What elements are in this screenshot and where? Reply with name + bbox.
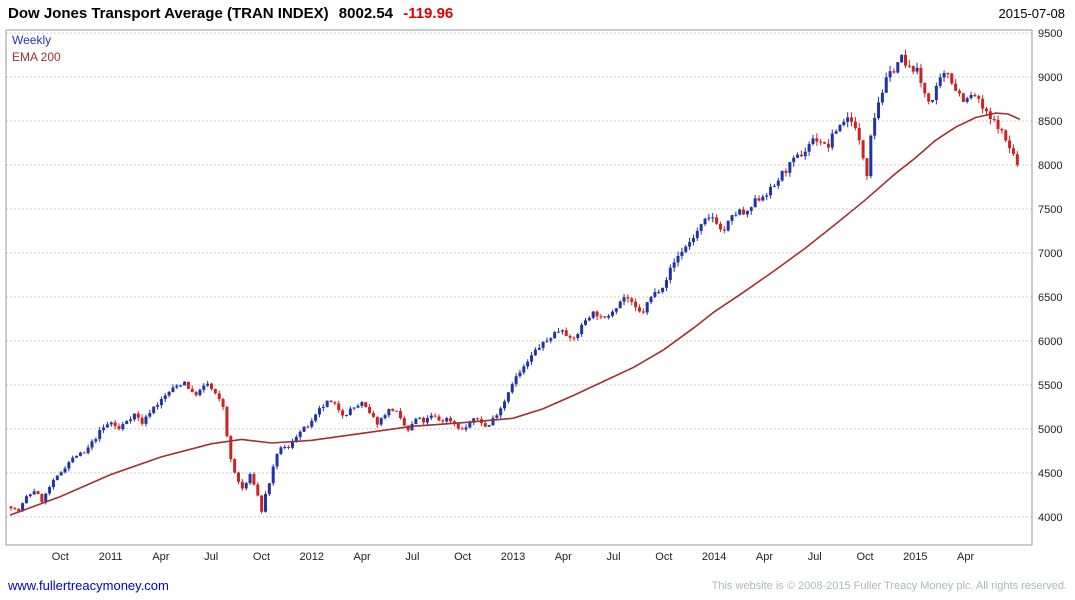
svg-text:Jul: Jul [808, 551, 822, 563]
svg-text:Jul: Jul [607, 551, 621, 563]
svg-text:2015: 2015 [903, 551, 927, 563]
price-change: -119.96 [403, 5, 454, 22]
svg-text:Oct: Oct [253, 551, 270, 563]
footer-copyright: This website is © 2008-2015 Fuller Treac… [711, 580, 1067, 592]
svg-text:Apr: Apr [756, 551, 773, 563]
svg-text:8500: 8500 [1038, 116, 1062, 128]
svg-text:4000: 4000 [1038, 512, 1062, 524]
svg-text:8000: 8000 [1038, 160, 1062, 172]
svg-text:2013: 2013 [501, 551, 525, 563]
svg-text:Apr: Apr [555, 551, 572, 563]
svg-text:Apr: Apr [354, 551, 371, 563]
svg-text:Oct: Oct [454, 551, 471, 563]
svg-text:2014: 2014 [702, 551, 726, 563]
instrument-title: Dow Jones Transport Average (TRAN INDEX) [8, 5, 329, 22]
last-price: 8002.54 [338, 5, 394, 22]
svg-text:Apr: Apr [152, 551, 169, 563]
svg-text:5500: 5500 [1038, 380, 1062, 392]
svg-text:7500: 7500 [1038, 204, 1062, 216]
svg-text:Oct: Oct [52, 551, 69, 563]
svg-text:5000: 5000 [1038, 424, 1062, 436]
svg-text:6500: 6500 [1038, 292, 1062, 304]
legend-weekly: Weekly [12, 33, 52, 47]
svg-text:Apr: Apr [957, 551, 974, 563]
svg-text:2012: 2012 [300, 551, 324, 563]
svg-text:9500: 9500 [1038, 28, 1062, 40]
chart-date: 2015-07-08 [998, 6, 1066, 21]
footer-website-link[interactable]: www.fullertreacymoney.com [8, 578, 169, 593]
svg-text:7000: 7000 [1038, 248, 1062, 260]
svg-text:2011: 2011 [99, 551, 123, 563]
legend-ema-200: EMA 200 [12, 50, 61, 64]
svg-text:6000: 6000 [1038, 336, 1062, 348]
svg-text:Jul: Jul [204, 551, 218, 563]
chart-title: Dow Jones Transport Average (TRAN INDEX)… [8, 5, 453, 22]
svg-text:Jul: Jul [405, 551, 419, 563]
svg-text:Oct: Oct [655, 551, 672, 563]
svg-text:9000: 9000 [1038, 72, 1062, 84]
svg-text:Oct: Oct [856, 551, 873, 563]
svg-text:4500: 4500 [1038, 468, 1062, 480]
